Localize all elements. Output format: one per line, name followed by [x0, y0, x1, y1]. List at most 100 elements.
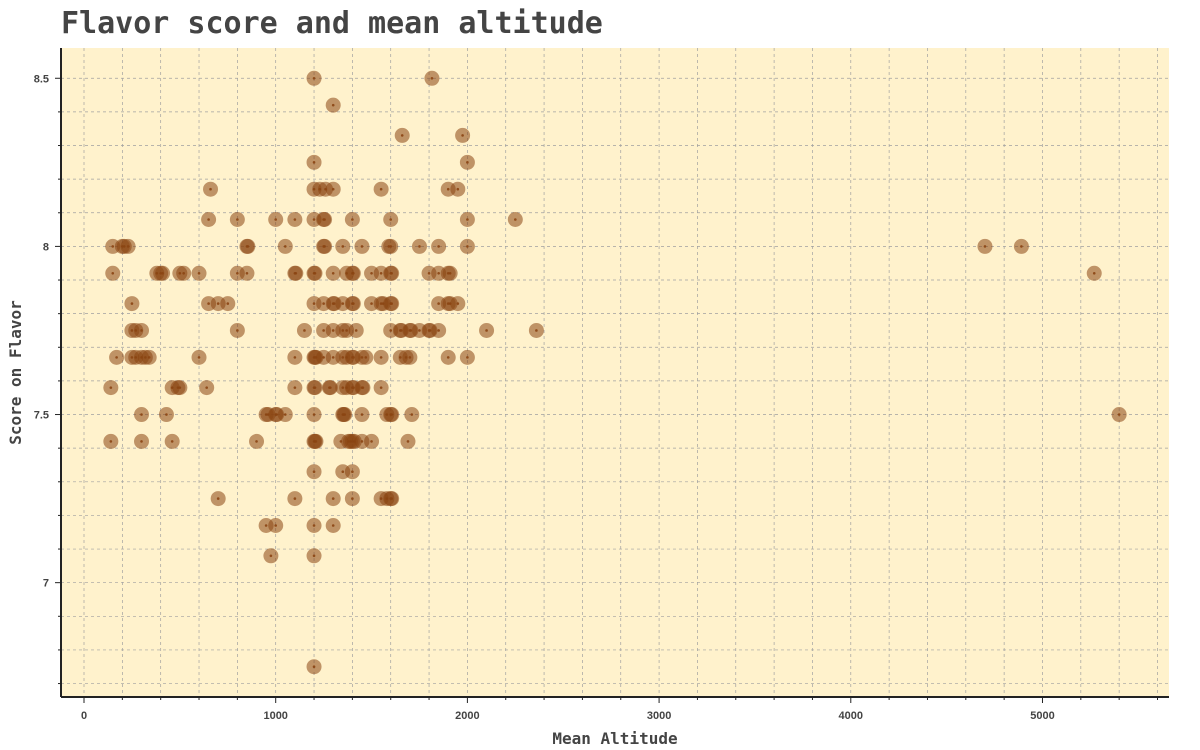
data-point-center	[352, 356, 355, 359]
data-point-center	[456, 187, 460, 191]
data-point-center	[312, 161, 316, 164]
data-point-center	[1117, 413, 1121, 416]
data-point-center	[428, 329, 432, 332]
data-point-center	[312, 470, 316, 473]
data-point-center	[354, 329, 358, 332]
data-point-center	[331, 497, 335, 500]
data-point-center	[130, 302, 134, 305]
data-point-center	[140, 413, 143, 416]
data-point-center	[274, 218, 277, 221]
data-point-center	[216, 497, 220, 500]
data-point-center	[389, 245, 393, 248]
data-point-center	[514, 218, 517, 221]
data-point-center	[293, 218, 297, 221]
x-tick-label: 5000	[1030, 710, 1054, 722]
data-point-center	[352, 386, 355, 389]
data-point-center	[161, 272, 164, 275]
data-point-center	[446, 187, 450, 191]
data-point-center	[466, 218, 469, 221]
data-point-center	[207, 302, 210, 305]
data-point-center	[312, 554, 316, 558]
data-point-center	[456, 302, 460, 305]
data-point-center	[312, 413, 316, 416]
data-point-center	[370, 440, 373, 443]
x-tick-label: 2000	[455, 710, 479, 722]
data-point-center	[466, 245, 469, 248]
data-point-center	[390, 497, 393, 500]
data-point-center	[115, 356, 118, 359]
data-point-center	[331, 524, 335, 527]
data-point-center	[111, 245, 115, 248]
data-point-center	[312, 524, 316, 527]
data-point-center	[312, 665, 316, 669]
data-point-center	[466, 356, 469, 359]
data-point-center	[207, 218, 210, 221]
data-point-center	[312, 218, 316, 221]
data-point-center	[322, 356, 325, 359]
data-point-center	[485, 329, 488, 332]
data-point-center	[360, 440, 364, 443]
data-point-center	[109, 386, 113, 389]
data-point-center	[410, 413, 414, 416]
data-points	[103, 70, 1127, 675]
data-point-center	[246, 245, 250, 248]
data-point-center	[275, 413, 278, 416]
data-point-center	[140, 440, 143, 443]
data-point-center	[322, 302, 325, 305]
data-point-center	[236, 329, 239, 332]
y-axis-ticks: 7 7.5 8 8.5	[34, 73, 61, 685]
data-point-center	[351, 470, 354, 473]
data-point-center	[430, 76, 434, 80]
y-axis-label: Score on Flavor	[6, 300, 25, 445]
data-point-center	[323, 218, 326, 221]
data-point-center	[140, 329, 143, 332]
data-point-center	[437, 302, 440, 305]
data-point-center	[1092, 272, 1096, 275]
data-point-center	[303, 329, 306, 332]
x-tick-label: 1000	[263, 710, 287, 722]
data-point-center	[345, 329, 348, 332]
x-axis-label: Mean Altitude	[552, 729, 677, 748]
data-point-center	[418, 245, 421, 248]
y-tick-label: 8.5	[34, 73, 49, 85]
data-point-center	[406, 440, 410, 443]
data-point-center	[364, 356, 368, 359]
data-point-center	[226, 302, 230, 305]
plot-area	[61, 48, 1169, 697]
data-point-center	[209, 187, 212, 191]
data-point-center	[255, 440, 258, 443]
data-point-center	[535, 329, 538, 332]
x-tick-label: 4000	[839, 710, 863, 722]
data-point-center	[379, 187, 383, 191]
x-axis-ticks: 0 1000 2000 3000 4000 5000	[81, 697, 1158, 722]
data-point-center	[178, 386, 182, 389]
data-point-center	[437, 245, 440, 248]
data-point-center	[312, 76, 316, 80]
data-point-center	[361, 386, 365, 389]
data-point-center	[264, 524, 268, 527]
data-point-center	[379, 272, 383, 275]
data-point-center	[197, 272, 201, 275]
data-point-center	[293, 356, 297, 359]
data-point-center	[331, 103, 335, 107]
data-point-center	[360, 413, 364, 416]
y-tick-label: 7	[43, 578, 49, 590]
data-point-center	[332, 302, 336, 305]
x-tick-label: 3000	[647, 710, 671, 722]
data-point-center	[389, 329, 393, 332]
data-point-center	[352, 272, 355, 275]
data-point-center	[322, 329, 325, 332]
data-point-center	[323, 245, 326, 248]
data-point-center	[379, 386, 383, 389]
data-point-center	[313, 386, 317, 389]
data-point-center	[165, 413, 168, 416]
data-point-center	[147, 356, 151, 359]
data-point-center	[409, 329, 413, 332]
data-point-center	[313, 272, 317, 275]
data-point-center	[331, 356, 335, 359]
data-point-center	[236, 272, 239, 275]
data-point-center	[390, 413, 393, 416]
data-point-center	[390, 302, 393, 305]
data-point-center	[283, 245, 287, 248]
